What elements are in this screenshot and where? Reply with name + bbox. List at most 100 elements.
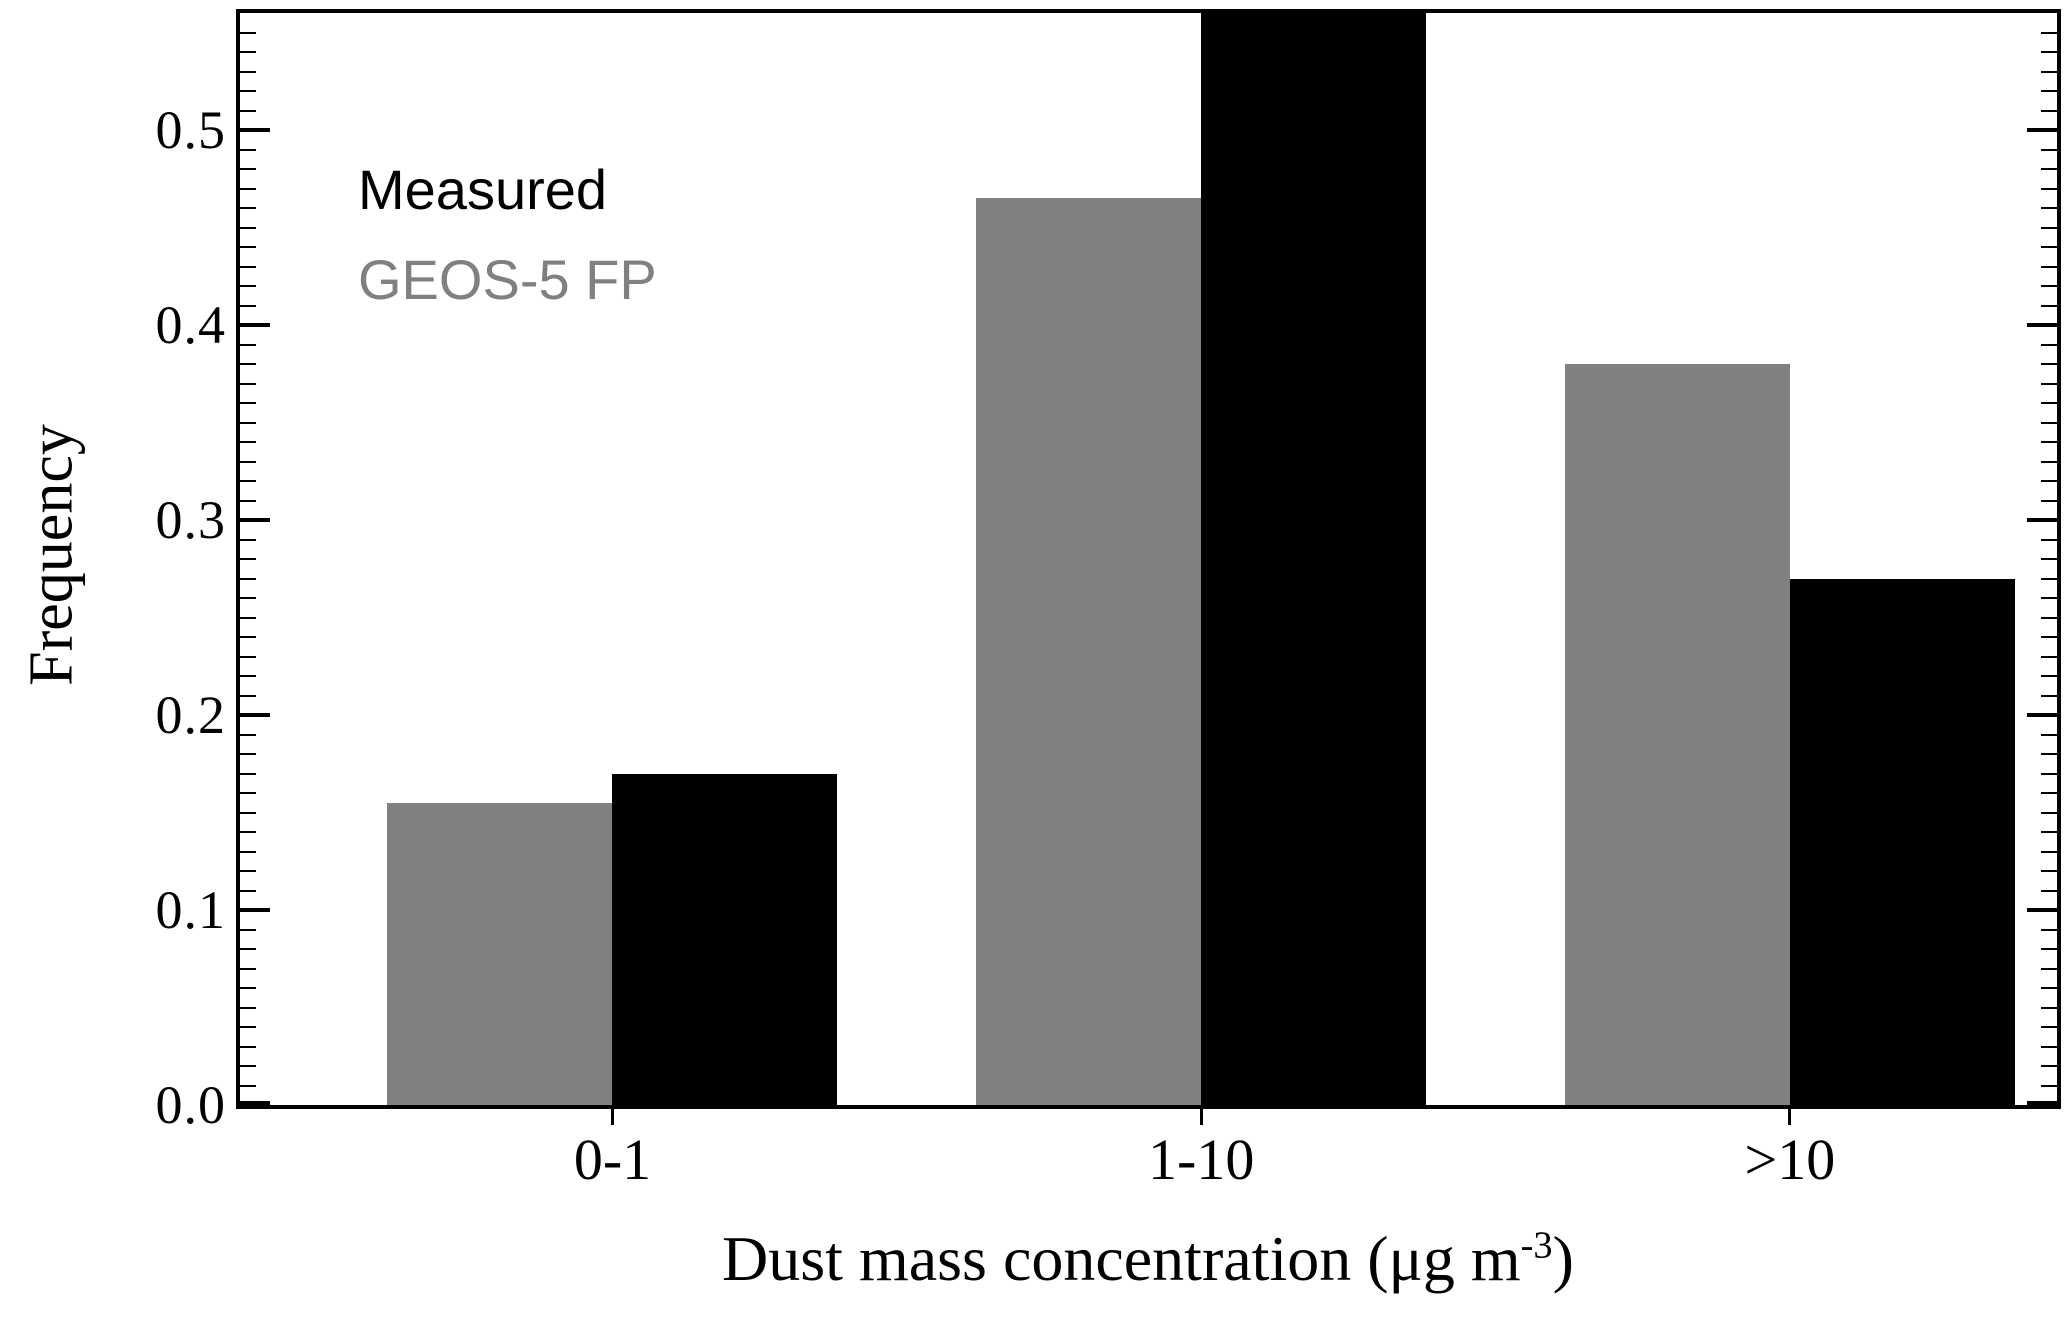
y-minor-tick-left	[240, 792, 256, 794]
legend-entry-geos5fp: GEOS-5 FP	[358, 247, 657, 311]
y-minor-tick-left	[240, 148, 256, 151]
y-minor-tick-left	[240, 616, 256, 619]
y-minor-tick-right	[2041, 811, 2057, 814]
y-minor-tick-right	[2041, 246, 2057, 248]
y-minor-tick-left	[240, 51, 256, 53]
y-minor-tick-left	[240, 441, 256, 443]
y-minor-tick-left	[240, 636, 256, 638]
y-major-tick-right	[2027, 518, 2057, 522]
y-minor-tick-left	[240, 70, 256, 73]
y-minor-tick-right	[2041, 577, 2057, 580]
y-major-tick-right	[2027, 1101, 2057, 1105]
bar-geos-5-fp-0-1	[387, 802, 613, 1105]
y-minor-tick-right	[2041, 1065, 2057, 1067]
x-tick-label-10: >10	[1744, 1127, 1836, 1192]
y-minor-tick-right	[2041, 792, 2057, 794]
y-minor-tick-right	[2041, 421, 2057, 424]
y-minor-tick-right	[2041, 1026, 2057, 1028]
y-minor-tick-right	[2041, 109, 2057, 112]
y-major-tick-left	[240, 713, 270, 717]
y-minor-tick-left	[240, 1065, 256, 1067]
y-axis-tick-labels: 0.0 0.1 0.2 0.3 0.4 0.5	[0, 0, 226, 1328]
y-minor-tick-left	[240, 733, 256, 736]
y-minor-tick-right	[2041, 558, 2057, 560]
y-major-tick-left	[240, 518, 270, 522]
y-minor-tick-left	[240, 772, 256, 775]
y-minor-tick-left	[240, 265, 256, 268]
y-minor-tick-right	[2041, 480, 2057, 482]
y-minor-tick-left	[240, 655, 256, 658]
y-minor-tick-right	[2041, 304, 2057, 307]
y-minor-tick-left	[240, 207, 256, 209]
x-axis-title: Dust mass concentration (μg m-3)	[722, 1222, 1574, 1296]
y-minor-tick-right	[2041, 967, 2057, 970]
bar-measured-0-1	[612, 773, 838, 1105]
y-minor-tick-left	[240, 31, 256, 34]
y-minor-tick-right	[2041, 987, 2057, 989]
y-minor-tick-right	[2041, 1084, 2057, 1087]
y-minor-tick-right	[2041, 363, 2057, 365]
y-minor-tick-left	[240, 168, 256, 170]
y-major-tick-right	[2027, 713, 2057, 717]
y-minor-tick-left	[240, 811, 256, 814]
y-minor-tick-left	[240, 694, 256, 697]
y-major-tick-right	[2027, 908, 2057, 912]
y-minor-tick-right	[2041, 382, 2057, 385]
y-minor-tick-right	[2041, 928, 2057, 931]
x-tick	[1199, 1109, 1203, 1125]
plot-area: Measured GEOS-5 FP	[236, 9, 2061, 1109]
y-minor-tick-right	[2041, 636, 2057, 638]
y-minor-tick-right	[2041, 441, 2057, 443]
y-minor-tick-right	[2041, 226, 2057, 229]
y-minor-tick-right	[2041, 655, 2057, 658]
y-minor-tick-left	[240, 850, 256, 853]
y-minor-tick-right	[2041, 733, 2057, 736]
y-minor-tick-right	[2041, 31, 2057, 34]
y-minor-tick-left	[240, 675, 256, 677]
y-minor-tick-right	[2041, 1006, 2057, 1009]
legend-entry-measured: Measured	[358, 158, 608, 221]
y-minor-tick-right	[2041, 285, 2057, 287]
y-minor-tick-left	[240, 382, 256, 385]
y-minor-tick-right	[2041, 265, 2057, 268]
y-tick-label: 0.2	[155, 685, 226, 745]
bar-measured-10	[1789, 578, 2015, 1105]
bar-geos-5-fp-10	[1564, 364, 1790, 1105]
y-minor-tick-left	[240, 343, 256, 346]
y-minor-tick-right	[2041, 402, 2057, 404]
y-major-tick-right	[2027, 323, 2057, 327]
y-minor-tick-right	[2041, 831, 2057, 833]
y-minor-tick-left	[240, 499, 256, 502]
y-minor-tick-left	[240, 285, 256, 287]
y-minor-tick-right	[2041, 870, 2057, 872]
y-minor-tick-left	[240, 889, 256, 892]
y-minor-tick-left	[240, 928, 256, 931]
y-minor-tick-left	[240, 480, 256, 482]
y-minor-tick-right	[2041, 499, 2057, 502]
y-minor-tick-left	[240, 363, 256, 365]
y-minor-tick-left	[240, 187, 256, 190]
y-minor-tick-right	[2041, 1045, 2057, 1048]
y-minor-tick-right	[2041, 948, 2057, 950]
y-minor-tick-left	[240, 870, 256, 872]
y-minor-tick-left	[240, 577, 256, 580]
y-minor-tick-left	[240, 1026, 256, 1028]
y-minor-tick-left	[240, 109, 256, 112]
y-minor-tick-left	[240, 538, 256, 541]
x-axis-title-exponent: -3	[1520, 1224, 1553, 1267]
y-minor-tick-left	[240, 460, 256, 463]
y-minor-tick-right	[2041, 772, 2057, 775]
y-minor-tick-right	[2041, 460, 2057, 463]
y-major-tick-left	[240, 323, 270, 327]
x-tick	[610, 1109, 614, 1125]
y-minor-tick-right	[2041, 187, 2057, 190]
y-minor-tick-right	[2041, 675, 2057, 677]
y-minor-tick-left	[240, 304, 256, 307]
y-minor-tick-right	[2041, 207, 2057, 209]
y-minor-tick-left	[240, 421, 256, 424]
y-minor-tick-right	[2041, 889, 2057, 892]
bar-geos-5-fp-1-10	[976, 198, 1202, 1105]
y-minor-tick-left	[240, 1084, 256, 1087]
legend: Measured GEOS-5 FP	[358, 145, 657, 324]
x-axis-title-text: Dust mass concentration (	[722, 1223, 1389, 1294]
